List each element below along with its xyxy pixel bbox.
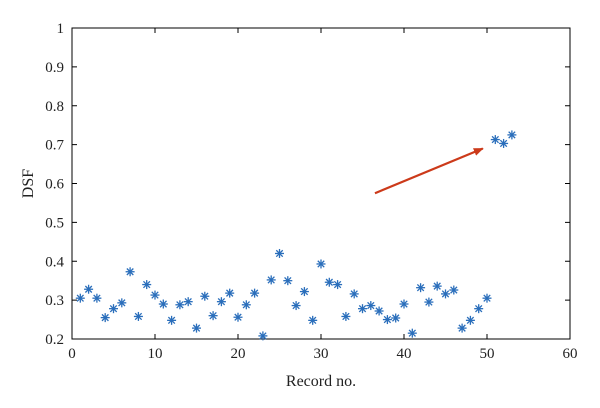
data-point	[84, 284, 94, 294]
data-point	[391, 313, 401, 323]
data-point	[432, 281, 442, 291]
data-point	[75, 293, 85, 303]
x-tick-label: 10	[148, 346, 163, 362]
data-point	[133, 311, 143, 321]
data-point	[92, 293, 102, 303]
data-point	[291, 301, 301, 311]
y-tick-label: 0.7	[45, 138, 64, 154]
annotation-arrow	[374, 147, 484, 195]
y-tick-label: 1	[57, 21, 65, 37]
data-point	[299, 287, 309, 297]
x-tick-label: 0	[68, 346, 76, 362]
data-point	[183, 297, 193, 307]
y-tick-label: 0.2	[45, 332, 64, 348]
y-tick-label: 0.6	[45, 177, 64, 193]
data-point	[457, 323, 467, 333]
data-point	[100, 313, 110, 323]
data-point	[474, 304, 484, 314]
data-point	[499, 138, 509, 148]
data-point	[333, 280, 343, 290]
data-point	[324, 277, 334, 287]
data-point	[125, 267, 135, 277]
x-tick-label: 50	[480, 346, 495, 362]
x-tick-label: 30	[314, 346, 329, 362]
data-point	[216, 297, 226, 307]
x-axis-label: Record no.	[286, 373, 356, 390]
data-point	[200, 291, 210, 301]
data-point	[225, 288, 235, 298]
data-point	[192, 323, 201, 333]
data-point	[233, 312, 243, 322]
data-point	[416, 283, 426, 293]
y-tick-label: 0.5	[45, 215, 64, 231]
data-point	[250, 288, 260, 298]
data-point	[109, 304, 118, 314]
data-point	[283, 276, 293, 286]
data-point	[150, 290, 160, 300]
x-tick-label: 20	[231, 346, 246, 362]
y-tick-label: 0.3	[45, 293, 64, 309]
data-series	[75, 130, 517, 341]
data-point	[374, 306, 384, 316]
data-point	[507, 130, 517, 140]
data-point	[399, 299, 409, 309]
x-axis: 0 10 20 30 40 50 60	[68, 28, 578, 362]
data-point	[308, 315, 318, 325]
data-point	[382, 315, 392, 325]
data-point	[158, 299, 168, 309]
y-tick-label: 0.9	[45, 60, 64, 76]
data-point	[208, 311, 218, 321]
data-point	[241, 300, 251, 310]
data-point	[258, 331, 268, 341]
data-point	[142, 280, 152, 290]
data-point	[482, 293, 492, 303]
y-axis: 0.2 0.3 0.4 0.5 0.6 0.7 0.8 0.9 1	[45, 21, 570, 348]
data-point	[167, 315, 177, 325]
data-point	[358, 304, 367, 314]
y-axis-label: DSF	[20, 169, 37, 198]
data-point	[341, 311, 351, 321]
data-point	[117, 298, 127, 308]
data-point	[424, 297, 434, 307]
y-tick-label: 0.8	[45, 99, 64, 115]
x-tick-label: 40	[397, 346, 412, 362]
data-point	[349, 289, 359, 299]
data-point	[266, 275, 276, 285]
data-point	[441, 289, 450, 299]
y-tick-label: 0.4	[45, 254, 64, 270]
data-point	[407, 328, 417, 338]
data-point	[490, 135, 500, 145]
data-point	[175, 300, 185, 310]
plot-frame	[71, 27, 571, 340]
data-point	[316, 259, 326, 269]
data-point	[275, 248, 284, 258]
annotations	[374, 147, 484, 195]
data-point	[366, 301, 376, 311]
data-point	[465, 315, 475, 325]
data-point	[449, 285, 459, 295]
x-tick-label: 60	[563, 346, 578, 362]
